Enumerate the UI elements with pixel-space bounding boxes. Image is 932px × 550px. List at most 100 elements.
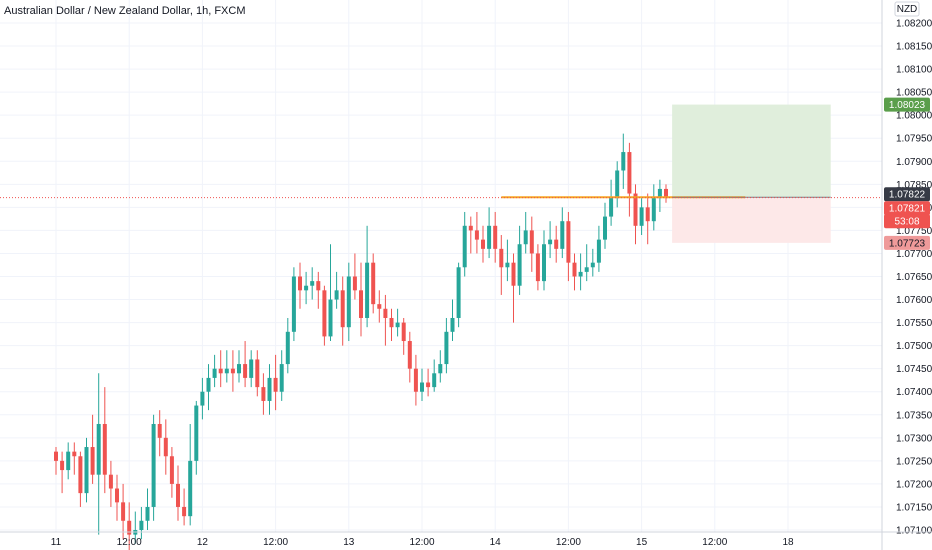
- candle-body: [304, 285, 309, 291]
- x-tick-label: 12:00: [556, 537, 581, 548]
- candle-body: [664, 188, 668, 199]
- candle-body: [115, 488, 119, 503]
- y-tick-label: 1.07550: [896, 318, 932, 329]
- candle-body: [108, 474, 113, 489]
- x-tick-label: 12: [197, 537, 209, 548]
- candle-body: [121, 502, 126, 521]
- countdown-badge: 53:08: [884, 214, 930, 229]
- candle-body: [572, 262, 577, 277]
- candle-body: [517, 244, 522, 286]
- candle-body: [255, 359, 260, 388]
- y-tick-label: 1.07850: [896, 180, 932, 191]
- candle-body: [102, 423, 107, 475]
- entry-badge-text: 1.07822: [889, 190, 926, 201]
- countdown-badge-text: 53:08: [894, 217, 919, 228]
- x-tick-label: 18: [782, 537, 794, 548]
- candle-body: [285, 331, 290, 365]
- candle-body: [651, 198, 656, 222]
- y-tick-label: 1.07100: [896, 526, 932, 537]
- candle-body: [224, 368, 229, 374]
- candle-body: [511, 262, 516, 286]
- time-axis[interactable]: 11 12:00 12 12:00 13 12:00 14 12:00 15 12:00 18: [0, 531, 932, 548]
- candle-body: [139, 520, 144, 530]
- candle-body: [188, 460, 193, 517]
- x-tick-label: 13: [343, 537, 355, 548]
- candle-body: [389, 317, 394, 328]
- candle-body: [151, 423, 156, 507]
- candle-body: [84, 447, 89, 494]
- candle-body: [426, 382, 431, 388]
- candle-body: [200, 391, 205, 406]
- y-tick-label: 1.07300: [896, 433, 932, 444]
- candle-body: [487, 225, 492, 249]
- candle-body: [328, 299, 333, 337]
- candle-body: [194, 405, 199, 461]
- candle-body: [169, 456, 174, 484]
- candle-body: [273, 377, 278, 392]
- candle-body: [420, 382, 424, 392]
- candle-body: [645, 207, 650, 222]
- candle-body: [609, 198, 614, 217]
- candle-body: [145, 506, 150, 521]
- candle-body: [481, 239, 485, 249]
- candle-body: [493, 225, 498, 249]
- candle-body: [212, 368, 217, 378]
- candle-body: [542, 244, 546, 282]
- candle-body: [596, 239, 601, 263]
- candle-body: [474, 230, 479, 240]
- candle-body: [54, 451, 58, 461]
- candle-body: [603, 216, 607, 240]
- candle-body: [230, 368, 235, 374]
- loss-zone[interactable]: [672, 197, 831, 243]
- price-axis[interactable]: 1.07100 1.07150 1.07200 1.07250 1.07300 1.073…: [881, 0, 932, 550]
- candle-body: [560, 221, 565, 249]
- candle-body: [340, 290, 345, 328]
- y-tick-label: 1.07400: [896, 387, 932, 398]
- x-tick-label: 12:00: [409, 537, 434, 548]
- candle-body: [639, 207, 644, 226]
- candle-body: [346, 276, 351, 328]
- candle-body: [548, 239, 553, 245]
- candle-body: [505, 262, 510, 268]
- candle-body: [584, 267, 589, 272]
- stop-badge: 1.07723: [884, 235, 930, 250]
- candle-body: [438, 364, 443, 374]
- candle-body: [261, 387, 266, 401]
- profit-zone[interactable]: [672, 104, 831, 198]
- y-tick-label: 1.08100: [896, 65, 932, 76]
- grid: [0, 0, 882, 532]
- candle-body: [444, 331, 449, 365]
- candle-body: [621, 152, 626, 171]
- candle-body: [554, 239, 559, 249]
- currency-label: NZD: [897, 4, 918, 15]
- candle-body: [218, 368, 223, 374]
- candle-body: [72, 451, 77, 457]
- y-tick-label: 1.07700: [896, 249, 932, 260]
- candle-body: [401, 322, 406, 342]
- candle-body: [529, 230, 534, 254]
- candle-body: [334, 290, 339, 300]
- candle-body: [450, 317, 455, 332]
- countdown-badge-bg: [884, 214, 930, 229]
- candle-body: [279, 364, 284, 392]
- y-tick-label: 1.07900: [896, 157, 932, 168]
- candle-body: [90, 447, 95, 475]
- candle-body: [298, 276, 302, 291]
- candle-body: [633, 193, 638, 226]
- candle-body: [176, 483, 180, 507]
- candle-body: [627, 152, 632, 194]
- candle-body: [267, 377, 272, 401]
- candle-body: [163, 437, 168, 457]
- y-tick-label: 1.07450: [896, 364, 932, 375]
- target-badge: 1.08023: [884, 97, 930, 112]
- candles: [54, 133, 668, 550]
- candle-body: [127, 520, 132, 535]
- y-tick-label: 1.07150: [896, 502, 932, 513]
- price-badge: 1.07821: [884, 201, 930, 216]
- candle-body: [66, 451, 71, 471]
- candle-body: [578, 271, 583, 277]
- candle-body: [566, 221, 571, 263]
- candle-body: [615, 170, 620, 199]
